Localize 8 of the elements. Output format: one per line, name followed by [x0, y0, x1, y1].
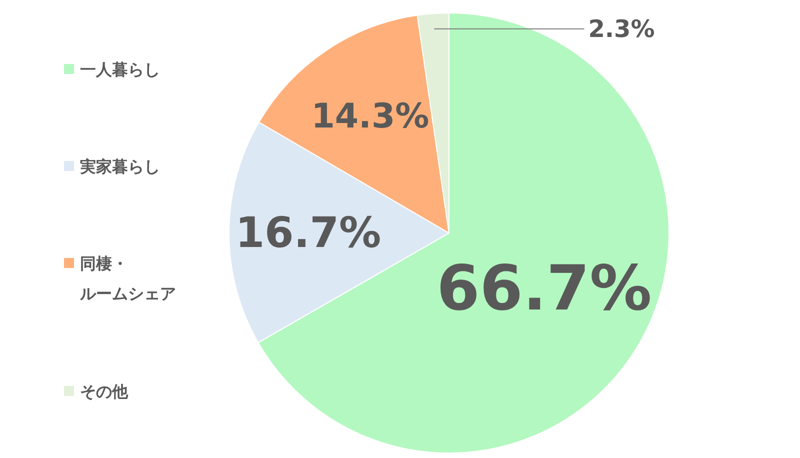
legend-label: その他	[80, 381, 128, 403]
data-label: 66.7%	[436, 252, 652, 325]
legend-label: 同棲・ルームシェア	[80, 253, 177, 305]
legend-label: 実家暮らし	[80, 156, 160, 178]
data-label: 14.3%	[311, 96, 430, 136]
data-label: 2.3%	[588, 14, 655, 43]
legend-label: 一人暮らし	[80, 59, 160, 81]
data-label: 16.7%	[235, 208, 382, 258]
